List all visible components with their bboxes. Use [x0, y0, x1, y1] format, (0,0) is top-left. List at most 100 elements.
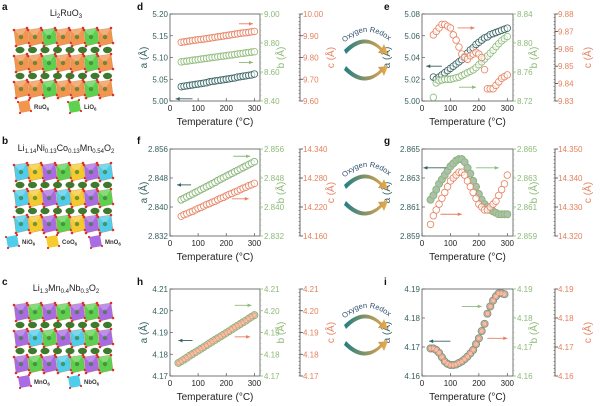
metal-atom	[60, 169, 66, 175]
a-tick-label: 4.19	[404, 285, 420, 294]
oxygen-atom	[46, 246, 50, 250]
formula: Li1.3Mn0.4Nb0.3O2	[33, 283, 100, 295]
oxygen-atom	[12, 80, 16, 84]
legend-label: NiO6	[22, 240, 36, 247]
legend-sub: 6	[118, 242, 121, 247]
oxygen-atom	[79, 109, 83, 113]
legend-sub: 6	[33, 242, 36, 247]
x-axis-label: Temperature (°C)	[429, 392, 506, 403]
metal-atom	[102, 60, 108, 66]
metal-atom	[60, 34, 66, 40]
octahedron-face	[28, 54, 41, 63]
data-point	[503, 71, 512, 79]
oxygen-atom	[67, 52, 71, 56]
a-tick-label: 2.863	[400, 174, 421, 183]
oxygen-atom	[96, 54, 100, 58]
data-point	[251, 312, 257, 318]
data-point	[470, 347, 476, 353]
b-tick-label: 2.863	[517, 174, 538, 183]
data-point	[503, 24, 512, 32]
oxygen-atom	[28, 231, 32, 235]
oxygen-atom	[42, 371, 46, 375]
lithium-atom	[53, 321, 62, 329]
lithium-atom	[40, 181, 50, 189]
octahedron-face	[98, 303, 111, 312]
oxygen-atom	[55, 233, 59, 237]
b-tick-label: 8.76	[517, 68, 533, 77]
legend-swatch	[18, 375, 31, 388]
metal-atom	[32, 309, 38, 315]
oxygen-atom	[25, 78, 29, 82]
b-tick-label: 8.60	[264, 68, 280, 77]
lithium-atom	[40, 207, 50, 215]
b-tick-label: 4.17	[264, 372, 280, 381]
octahedron-face	[56, 28, 69, 37]
formula-part: Li	[18, 143, 25, 153]
oxygen-atom	[40, 163, 44, 167]
legend-label: CoO6	[62, 240, 78, 247]
octahedron-face	[56, 329, 69, 338]
series-b	[177, 48, 259, 66]
oxygen-atom	[95, 26, 99, 30]
oxygen-atom	[14, 319, 18, 323]
data-point	[467, 350, 473, 356]
octahedron-face	[42, 80, 55, 89]
oxygen-atom	[56, 96, 60, 100]
oxygen-atom	[27, 373, 31, 377]
data-point	[502, 291, 507, 297]
panel-label-f: f	[137, 136, 141, 147]
octahedron-face	[42, 28, 55, 37]
oxygen-atom	[18, 386, 22, 390]
octahedron-face	[98, 329, 111, 338]
b-tick-label: 4.18	[264, 350, 280, 359]
lithium-atom	[15, 321, 25, 329]
octahedron-face	[70, 163, 83, 172]
formula-part: Mn	[48, 283, 61, 293]
oxygen-atom	[111, 93, 115, 97]
metal-atom	[74, 335, 80, 341]
oxygen-atom	[81, 187, 85, 191]
oxygen-atom	[81, 78, 85, 82]
oxygen-atom	[28, 319, 32, 323]
oxygen-atom	[17, 244, 21, 248]
axis-arrow-b	[238, 60, 253, 65]
octahedron-face	[56, 54, 69, 63]
octahedron-face	[42, 163, 55, 172]
panel-label-e: e	[384, 2, 390, 13]
oxygen-atom	[70, 96, 74, 100]
lithium-atom	[65, 46, 75, 54]
chart-g: 0 100 200 300 Temperature (°C) 2.859 2.861 2.86…	[380, 145, 594, 263]
octahedron-face	[42, 189, 55, 198]
metal-atom	[88, 60, 94, 66]
a-tick-label: 5.02	[404, 75, 420, 84]
data-point	[495, 191, 503, 200]
lithium-atom	[78, 207, 87, 215]
b-tick-label: 9.00	[264, 10, 280, 19]
series-c	[426, 168, 512, 229]
octahedron-face	[56, 189, 69, 198]
oxygen-atom	[26, 215, 30, 219]
data-point	[487, 303, 493, 309]
legend-swatch	[46, 235, 59, 248]
c-tick-label: 9.83	[558, 97, 574, 106]
oxygen-atom	[68, 329, 72, 333]
oxygen-atom	[53, 26, 57, 30]
b-axis-label: b (Å)	[274, 322, 287, 344]
oxygen-atom	[96, 329, 100, 333]
c-tick-label: 14.280	[303, 174, 328, 183]
a-axis-label: a (Å)	[137, 322, 150, 344]
octahedron-face	[84, 28, 97, 37]
oxygen-atom	[53, 187, 57, 191]
a-tick-label: 5.08	[404, 10, 420, 19]
oxygen-atom	[95, 187, 99, 191]
oxygen-atom	[67, 301, 71, 305]
octahedron-face	[84, 355, 97, 364]
metal-atom	[18, 86, 24, 92]
legend-swatch	[6, 235, 19, 248]
oxygen-atom	[40, 54, 44, 58]
oxygen-atom	[42, 205, 46, 209]
lithium-atom	[90, 207, 100, 215]
lithium-atom	[28, 321, 37, 329]
lithium-atom	[78, 181, 87, 189]
oxygen-atom	[98, 231, 102, 235]
